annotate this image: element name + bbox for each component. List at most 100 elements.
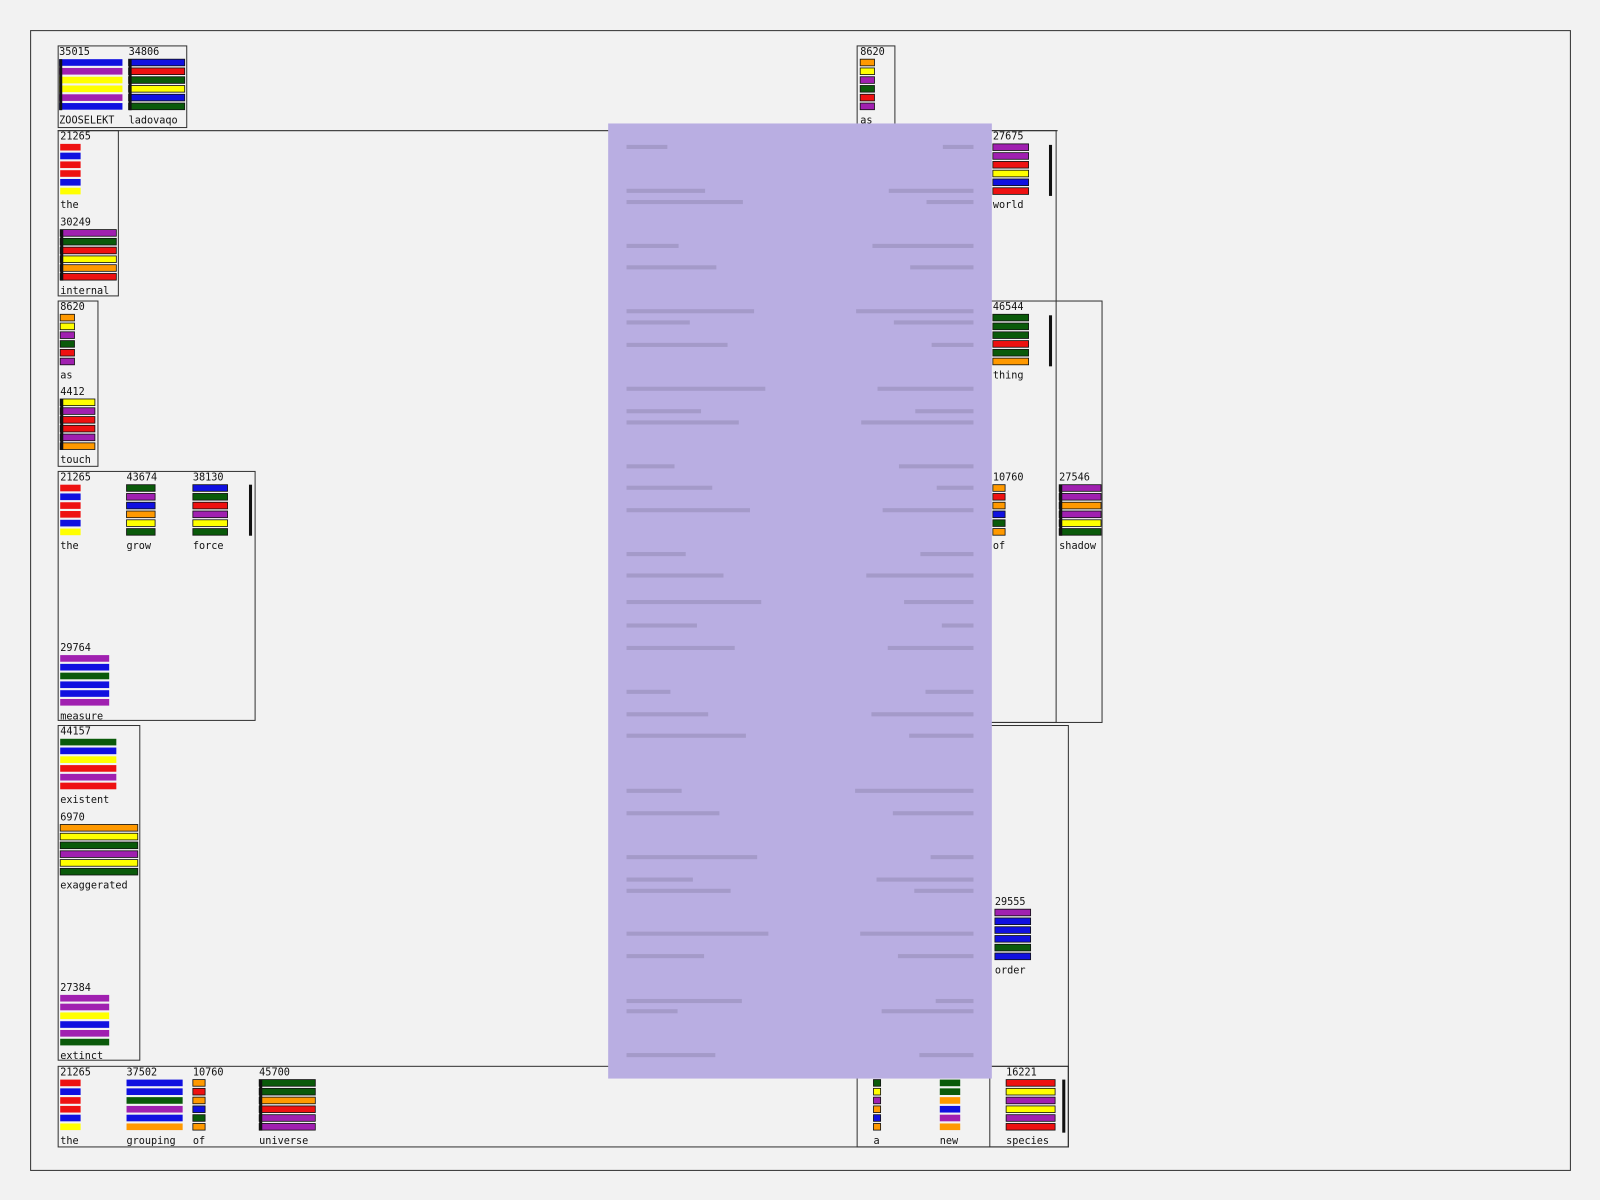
blurred-text (626, 485, 713, 490)
group-frame (57, 45, 188, 129)
blurred-text (626, 188, 706, 193)
color-bar (128, 102, 186, 111)
color-bar (59, 416, 96, 424)
bar-marker (60, 229, 64, 281)
widget-number: 27384 (60, 983, 91, 994)
blurred-text (626, 931, 769, 936)
color-bar (60, 1030, 110, 1037)
color-bar (59, 246, 117, 255)
color-bar (60, 493, 81, 501)
color-bar (126, 1114, 183, 1122)
word-widget: 10760 of (192, 1067, 224, 1147)
color-bar (126, 1097, 183, 1104)
word-widget: 45700 universe (258, 1067, 316, 1147)
color-bar (59, 398, 96, 407)
color-bar (59, 94, 123, 101)
color-bar (59, 859, 139, 867)
group-frame (57, 470, 256, 721)
blurred-text (626, 623, 697, 628)
widget-word: exaggerated (60, 881, 127, 892)
widget-number: 34806 (129, 47, 160, 58)
widget-word: universe (259, 1136, 308, 1147)
color-bar (59, 424, 96, 433)
color-bar (59, 348, 75, 357)
widget-word: species (1006, 1136, 1049, 1147)
color-bar (128, 58, 186, 67)
widget-word: grow (127, 541, 152, 552)
color-bar (59, 841, 139, 850)
color-bar (1005, 1079, 1056, 1087)
blurred-text (626, 409, 702, 414)
widget-number: 27546 (1059, 473, 1090, 484)
color-bar (1058, 484, 1102, 492)
word-widget: 29555 order (994, 897, 1032, 976)
color-bar (258, 1123, 316, 1131)
color-bar (992, 161, 1029, 169)
widget-word: order (995, 965, 1026, 976)
color-bar (59, 237, 117, 246)
group-frame (57, 300, 99, 467)
color-bar (1058, 510, 1102, 519)
widget-number: 8620 (860, 47, 885, 58)
color-bar (873, 1105, 882, 1113)
color-bar (60, 765, 117, 772)
color-bar (1005, 1096, 1056, 1105)
color-bar (126, 501, 156, 510)
color-bar (60, 1105, 81, 1113)
color-bar (859, 102, 875, 111)
word-widget: 30249 internal (59, 217, 117, 297)
color-bar (992, 348, 1029, 357)
widget-number: 29555 (995, 897, 1026, 908)
color-bar (258, 1087, 316, 1096)
color-bar (873, 1114, 882, 1122)
color-bar (60, 994, 110, 1002)
color-bar (59, 340, 75, 348)
color-bar (60, 1021, 110, 1028)
color-bar (992, 519, 1006, 527)
word-widget: 21265 the (60, 1067, 91, 1147)
blurred-text (941, 623, 974, 628)
color-bar (1058, 528, 1102, 536)
color-bar (126, 1079, 183, 1087)
color-bar (60, 152, 81, 160)
color-bar (992, 152, 1029, 160)
color-bar (994, 935, 1032, 943)
color-bar (126, 1105, 183, 1113)
color-bar (60, 698, 110, 706)
color-bar (128, 85, 186, 93)
blurred-text (626, 712, 709, 717)
color-bar (60, 1114, 81, 1122)
widget-word: thing (993, 371, 1024, 382)
blurred-text (626, 386, 766, 391)
color-bar (859, 93, 875, 102)
color-bar (1005, 1114, 1056, 1122)
widget-number: 21265 (60, 132, 91, 143)
blurred-text (626, 552, 686, 557)
color-bar (192, 1087, 206, 1096)
color-bar (128, 67, 186, 75)
color-bar (873, 1087, 882, 1096)
blurred-text (626, 645, 735, 650)
widget-number: 4412 (60, 387, 85, 398)
color-bar (59, 103, 123, 110)
word-widget: 35015 ZOOSELEKT (59, 47, 123, 126)
widget-number: 10760 (193, 1067, 224, 1078)
blurred-text (626, 689, 671, 694)
color-bar (128, 93, 186, 102)
color-bar (59, 433, 96, 442)
blurred-text (626, 309, 755, 314)
color-bar (859, 67, 875, 75)
color-bar (59, 255, 117, 263)
color-bar (59, 331, 75, 339)
color-bar (60, 528, 81, 536)
color-bar (59, 867, 139, 876)
widget-word: existent (60, 795, 109, 806)
widget-word: touch (60, 455, 91, 466)
color-bar (60, 484, 81, 492)
color-bar (60, 511, 81, 518)
widget-number: 16221 (1006, 1067, 1037, 1078)
blurred-text (855, 788, 974, 793)
blurred-text (892, 811, 974, 816)
scroll-thumb (248, 484, 253, 536)
